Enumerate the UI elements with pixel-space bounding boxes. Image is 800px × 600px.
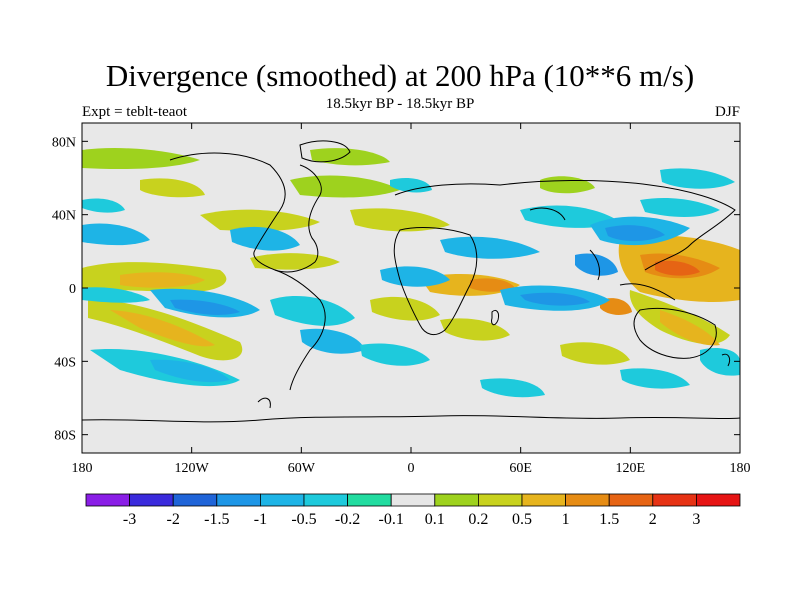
lon-tick-label: 0 — [408, 461, 415, 476]
colorbar-swatch — [390, 493, 436, 507]
colorbar-swatch — [652, 493, 697, 507]
colorbar-label: -1 — [254, 511, 267, 528]
colorbar-label: -2 — [167, 511, 180, 528]
lon-tick-label: 60E — [509, 461, 532, 476]
colorbar-label: 3 — [692, 511, 700, 528]
colorbar-swatch — [565, 493, 610, 507]
colorbar-label: 2 — [649, 511, 657, 528]
latitude-axis: 80N 40N 0 40S 80S — [52, 135, 740, 444]
colorbar-swatch — [129, 493, 174, 507]
lat-tick-label: 80S — [54, 429, 76, 444]
colorbar-swatch — [85, 493, 130, 507]
map-title: Divergence (smoothed) at 200 hPa (10**6 … — [105, 58, 695, 93]
season-label: DJF — [714, 104, 740, 120]
longitude-axis: 180 120W 60W 0 60E 120E 180 — [72, 123, 751, 476]
colorbar-swatch — [521, 493, 566, 507]
lat-tick-label: 40N — [52, 209, 76, 224]
lon-tick-label: 120E — [616, 461, 646, 476]
lat-tick-label: 0 — [69, 282, 76, 297]
coastlines — [82, 140, 740, 423]
colorbar-swatch — [216, 493, 261, 507]
colorbar-label: 0.5 — [512, 511, 532, 528]
lon-tick-label: 180 — [72, 461, 93, 476]
colorbar-swatch — [259, 493, 305, 507]
colorbar-label: 0.1 — [425, 511, 445, 528]
lon-tick-label: 180 — [730, 461, 751, 476]
colorbar-swatch — [347, 493, 392, 507]
colorbar-swatch — [434, 493, 479, 507]
colorbar-label: -3 — [123, 511, 136, 528]
colorbar-label: -0.2 — [335, 511, 360, 528]
colorbar-swatch — [477, 493, 523, 507]
map-subtitle: 18.5kyr BP - 18.5kyr BP — [325, 96, 475, 112]
lat-tick-label: 40S — [54, 355, 76, 370]
experiment-label: Expt = teblt-teaot — [82, 104, 188, 120]
colorbar: -3 -2 -1.5 -1 -0.5 -0.2 -0.1 0.1 0.2 0.5 1 1.5 2 3 — [85, 493, 741, 528]
colorbar-swatch — [303, 493, 348, 507]
lat-tick-label: 80N — [52, 135, 76, 150]
colorbar-label: 1.5 — [599, 511, 619, 528]
lon-tick-label: 60W — [288, 461, 316, 476]
colorbar-swatch — [696, 493, 741, 507]
colorbar-label: 1 — [562, 511, 570, 528]
colorbar-label: -0.5 — [291, 511, 316, 528]
colorbar-label: -1.5 — [204, 511, 229, 528]
colorbar-swatch — [608, 493, 654, 507]
colorbar-swatch — [172, 493, 218, 507]
colorbar-label: 0.2 — [468, 511, 488, 528]
colorbar-label: -0.1 — [379, 511, 404, 528]
lon-tick-label: 120W — [175, 461, 210, 476]
divergence-field — [82, 148, 740, 398]
